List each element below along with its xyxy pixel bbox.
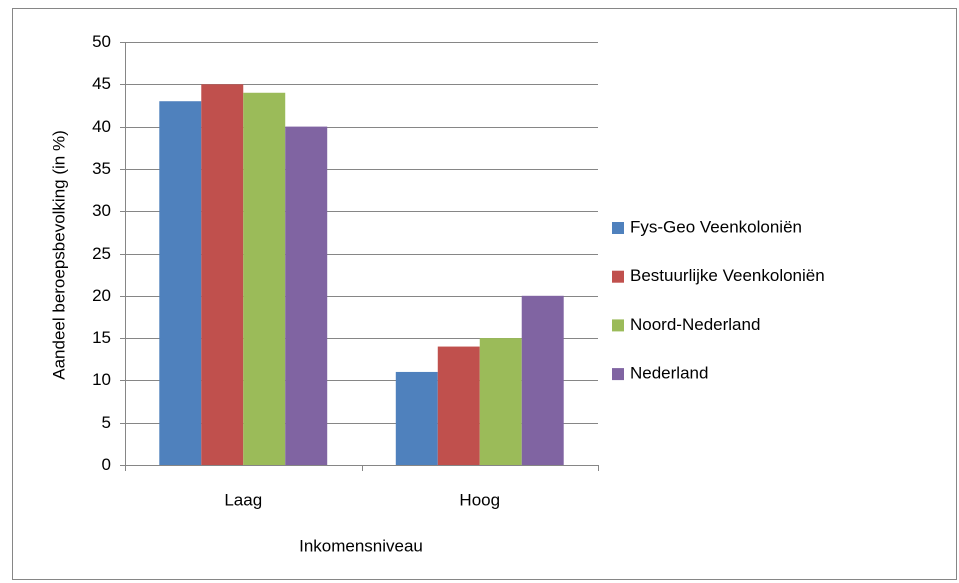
legend-swatch [612, 222, 624, 234]
x-tick-label: Hoog [459, 490, 500, 509]
x-tick-label: Laag [224, 490, 262, 509]
x-axis-label: Inkomensniveau [299, 536, 423, 555]
y-tick-label: 5 [102, 413, 111, 432]
y-tick-label: 45 [92, 74, 111, 93]
bar [437, 346, 480, 465]
y-tick-label: 35 [92, 159, 111, 178]
bar [243, 92, 286, 465]
legend-swatch [612, 368, 624, 381]
y-tick-label: 50 [92, 32, 111, 51]
y-tick-label: 20 [92, 286, 111, 305]
bar [285, 126, 328, 465]
legend-swatch [612, 319, 624, 332]
y-tick-label: 10 [92, 370, 111, 389]
bar [479, 338, 522, 465]
y-tick-label: 30 [92, 201, 111, 220]
legend-label: Bestuurlijke Veenkoloniën [630, 266, 825, 285]
legend-label: Noord-Nederland [630, 315, 760, 334]
legend-label: Fys-Geo Veenkoloniën [630, 217, 802, 236]
legend-swatch [612, 270, 624, 283]
y-tick-label: 40 [92, 117, 111, 136]
bar [395, 371, 438, 465]
bar [201, 84, 244, 466]
y-tick-label: 15 [92, 328, 111, 347]
bar [159, 101, 202, 465]
y-tick-label: 25 [92, 244, 111, 263]
bar [521, 295, 564, 465]
y-axis-label: Aandeel beroepsbevolking (in %) [49, 130, 68, 380]
y-tick-label: 0 [102, 455, 111, 474]
legend-label: Nederland [630, 364, 708, 383]
